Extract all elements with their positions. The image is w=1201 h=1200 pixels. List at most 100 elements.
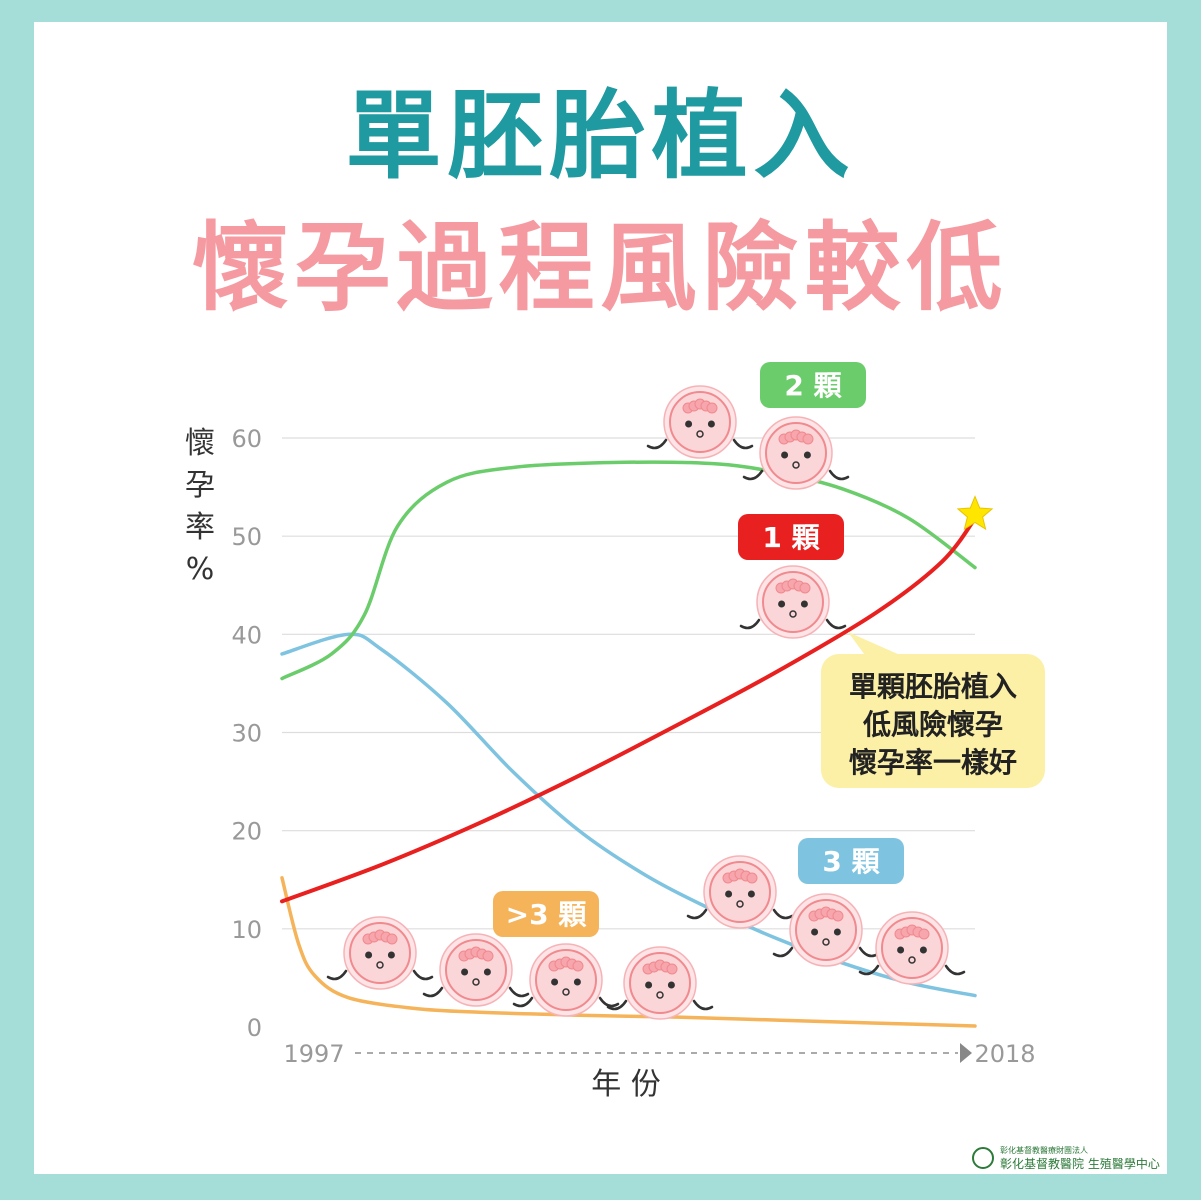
series-line xyxy=(280,460,977,681)
embryo-arm xyxy=(606,999,628,1011)
embryo-cell xyxy=(918,928,930,940)
embryo-arm xyxy=(739,618,761,630)
embryo-eye xyxy=(667,981,675,989)
embryo-mouth xyxy=(736,900,744,908)
embryo-arm xyxy=(772,908,794,920)
x-axis-label: 年 份 xyxy=(591,1067,661,1102)
series-line xyxy=(280,516,977,904)
embryo-arm xyxy=(512,996,534,1008)
series-label-text: >3 顆 xyxy=(506,898,588,931)
embryo-cell xyxy=(802,433,814,445)
embryo-eye xyxy=(707,420,715,428)
embryo-eye xyxy=(573,978,581,986)
series-label-bg xyxy=(760,362,866,408)
callout-line: 低風險懷孕 xyxy=(862,708,1003,741)
embryo-mouth xyxy=(789,610,797,618)
footer-org-small: 彰化基督教醫療財團法人 xyxy=(1000,1146,1088,1155)
embryo-arm xyxy=(858,964,880,976)
series-label-bg xyxy=(798,838,904,884)
embryo-icon xyxy=(739,565,847,639)
embryo-icon xyxy=(646,385,754,459)
embryo-cell xyxy=(799,582,811,594)
y-axis-label-char: % xyxy=(186,552,215,587)
embryo-eye xyxy=(781,451,789,459)
embryo-eye xyxy=(483,968,491,976)
embryo-mouth xyxy=(696,430,704,438)
embryo-arm xyxy=(828,469,850,481)
embryo-arm xyxy=(772,946,794,958)
series-label-text: 3 顆 xyxy=(822,845,880,878)
title-line-1: 單胚胎植入 xyxy=(345,80,856,192)
series-line xyxy=(280,876,977,1028)
y-tick-label: 50 xyxy=(231,523,262,551)
embryo-mouth xyxy=(472,978,480,986)
embryo-arm xyxy=(422,986,444,998)
series-line xyxy=(280,632,977,998)
embryo-arm xyxy=(326,969,348,981)
hospital-logo-icon xyxy=(972,1147,994,1169)
y-tick-label: 30 xyxy=(231,720,262,748)
embryo-cell xyxy=(386,933,398,945)
embryo-eye xyxy=(725,890,733,898)
series-labels: 2 顆 1 顆 3 顆 >3 顆 xyxy=(493,362,904,937)
callout-line: 懷孕率一樣好 xyxy=(849,746,1017,779)
embryo-arm xyxy=(412,969,434,981)
label-one-embryo: 1 顆 xyxy=(738,514,844,560)
y-tick-label: 10 xyxy=(231,916,262,944)
label-more-than-three: >3 顆 xyxy=(493,891,599,937)
embryo-eye xyxy=(365,951,373,959)
footer-org: 彰化基督教醫療財團法人 彰化基督教醫院 生殖醫學中心 xyxy=(972,1145,1172,1175)
y-axis-label-char: 孕 xyxy=(185,468,215,503)
embryo-cell xyxy=(832,910,844,922)
embryo-arm xyxy=(692,999,714,1011)
embryo-eye xyxy=(387,951,395,959)
embryo-icon xyxy=(326,916,434,990)
x-end-label: 2018 xyxy=(974,1040,1035,1068)
embryo-eye xyxy=(919,946,927,954)
embryo-eye xyxy=(800,600,808,608)
label-two-embryos: 2 顆 xyxy=(760,362,866,408)
embryo-cell xyxy=(572,960,584,972)
embryo-arm xyxy=(732,438,754,450)
embryo-arm xyxy=(646,438,668,450)
y-tick-label: 20 xyxy=(231,818,262,846)
y-axis-label-char: 懷 xyxy=(185,426,215,461)
series-label-bg xyxy=(493,891,599,937)
x-start-label: 1997 xyxy=(283,1040,344,1068)
title-line-2: 懷孕過程風險較低 xyxy=(192,212,1009,324)
embryo-mouth xyxy=(792,461,800,469)
embryo-arm xyxy=(944,964,966,976)
embryo-eye xyxy=(685,420,693,428)
y-axis-label-char: 率 xyxy=(185,510,215,545)
embryo-eye xyxy=(897,946,905,954)
embryo-arm xyxy=(508,986,530,998)
embryo-mouth xyxy=(656,991,664,999)
embryo-eye xyxy=(645,981,653,989)
embryo-icon xyxy=(606,946,714,1020)
star-icon xyxy=(956,495,994,531)
embryo-eye xyxy=(551,978,559,986)
embryo-mouth xyxy=(822,938,830,946)
series-label-text: 2 顆 xyxy=(784,369,842,402)
footer-org-name: 彰化基督教醫院 生殖醫學中心 xyxy=(1000,1157,1160,1171)
embryo-arm xyxy=(825,618,847,630)
y-tick-label: 60 xyxy=(231,425,262,453)
embryo-cell xyxy=(706,402,718,414)
embryo-eye xyxy=(778,600,786,608)
y-tick-label: 40 xyxy=(231,621,262,649)
embryo-arm xyxy=(742,469,764,481)
embryo-icon xyxy=(742,416,850,490)
embryo-eye xyxy=(833,928,841,936)
embryo-mouth xyxy=(562,988,570,996)
embryo-cell xyxy=(746,872,758,884)
embryo-icon xyxy=(512,943,620,1017)
series-label-bg xyxy=(738,514,844,560)
embryo-mouth xyxy=(908,956,916,964)
embryo-eye xyxy=(461,968,469,976)
x-axis-arrow-head-icon xyxy=(960,1043,972,1063)
callout-bg xyxy=(821,654,1045,788)
series-label-text: 1 顆 xyxy=(762,521,820,554)
embryo-icon xyxy=(686,855,794,929)
